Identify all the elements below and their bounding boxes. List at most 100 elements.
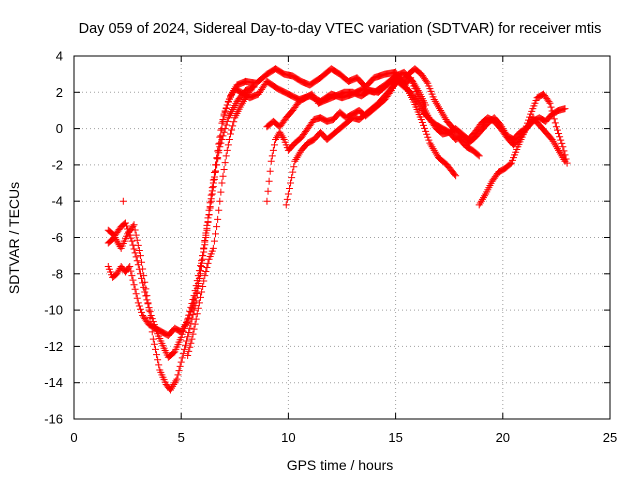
x-tick-label: 15 bbox=[388, 430, 402, 445]
data-point bbox=[436, 105, 444, 113]
y-tick-label: -6 bbox=[51, 230, 63, 245]
data-point bbox=[438, 108, 446, 116]
data-point bbox=[181, 321, 189, 329]
data-point bbox=[128, 237, 136, 245]
data-point bbox=[269, 146, 277, 154]
data-point bbox=[129, 222, 137, 230]
data-point bbox=[521, 125, 529, 133]
data-point bbox=[263, 197, 271, 205]
data-point bbox=[113, 237, 121, 245]
data-point bbox=[186, 311, 194, 319]
data-point bbox=[187, 308, 195, 316]
data-point bbox=[111, 234, 119, 241]
data-point bbox=[213, 223, 221, 231]
data-point bbox=[429, 145, 437, 153]
data-point bbox=[209, 179, 217, 187]
data-point bbox=[557, 150, 565, 158]
data-point bbox=[217, 188, 225, 196]
data-point bbox=[273, 134, 281, 142]
data-point bbox=[475, 201, 483, 209]
data-point bbox=[476, 199, 484, 207]
data-point bbox=[202, 234, 210, 241]
data-point bbox=[130, 221, 138, 229]
data-point bbox=[287, 179, 295, 187]
data-point bbox=[221, 159, 229, 167]
data-point bbox=[132, 290, 140, 298]
y-tick-label: 4 bbox=[56, 49, 63, 64]
y-tick-label: -4 bbox=[51, 194, 63, 209]
data-point bbox=[227, 130, 235, 138]
data-point bbox=[546, 99, 554, 107]
data-point bbox=[559, 143, 567, 151]
data-point bbox=[223, 146, 231, 154]
x-tick-label: 20 bbox=[496, 430, 510, 445]
data-point bbox=[452, 172, 460, 180]
data-point bbox=[119, 197, 127, 205]
data-point bbox=[121, 219, 129, 227]
data-point bbox=[191, 294, 199, 302]
data-point bbox=[201, 241, 209, 249]
data-point bbox=[293, 154, 301, 162]
data-point bbox=[282, 201, 290, 209]
x-tick-label: 0 bbox=[70, 430, 77, 445]
data-point bbox=[563, 159, 571, 167]
data-point bbox=[113, 270, 121, 278]
data-point bbox=[185, 314, 193, 322]
data-point bbox=[549, 137, 557, 145]
data-point bbox=[203, 263, 211, 271]
data-point bbox=[480, 194, 488, 202]
data-point bbox=[185, 328, 193, 336]
data-point bbox=[203, 226, 211, 234]
data-point bbox=[200, 248, 208, 256]
data-point bbox=[195, 275, 203, 283]
data-point bbox=[272, 135, 280, 143]
x-tick-label: 5 bbox=[178, 430, 185, 445]
data-point bbox=[422, 127, 430, 135]
data-point bbox=[135, 247, 143, 255]
data-point bbox=[220, 165, 228, 173]
data-point bbox=[214, 215, 222, 223]
data-point bbox=[184, 317, 192, 325]
data-point bbox=[189, 302, 197, 310]
data-point bbox=[146, 313, 154, 321]
data-point bbox=[547, 103, 555, 111]
data-point bbox=[437, 106, 445, 114]
x-axis-label: GPS time / hours bbox=[287, 457, 394, 473]
data-point bbox=[265, 177, 273, 185]
y-tick-label: -16 bbox=[44, 412, 63, 427]
data-point bbox=[268, 152, 276, 160]
y-tick-label: -14 bbox=[44, 375, 63, 390]
data-point bbox=[242, 94, 250, 102]
data-point bbox=[431, 148, 439, 156]
data-point bbox=[417, 105, 425, 113]
data-point bbox=[478, 195, 486, 203]
data-point bbox=[427, 141, 435, 149]
data-point bbox=[136, 252, 144, 260]
data-point bbox=[114, 239, 122, 247]
data-point bbox=[153, 351, 161, 359]
data-point bbox=[432, 150, 440, 158]
data-point bbox=[149, 335, 157, 343]
data-point bbox=[145, 306, 153, 314]
data-point bbox=[555, 129, 563, 137]
data-point bbox=[220, 128, 228, 136]
data-point bbox=[229, 122, 237, 130]
data-point bbox=[186, 343, 194, 351]
data-point bbox=[284, 190, 292, 198]
data-point bbox=[417, 116, 425, 124]
data-point bbox=[526, 113, 534, 121]
data-point bbox=[266, 167, 274, 175]
data-point bbox=[215, 149, 223, 157]
data-point bbox=[139, 265, 147, 273]
data-point bbox=[179, 350, 187, 358]
data-point bbox=[130, 281, 138, 289]
data-point bbox=[217, 139, 225, 147]
data-point bbox=[558, 152, 566, 160]
data-point bbox=[126, 263, 134, 271]
data-point bbox=[214, 155, 222, 163]
data-point bbox=[195, 299, 203, 307]
data-point bbox=[150, 340, 158, 348]
data-point bbox=[201, 272, 209, 280]
data-point bbox=[127, 234, 135, 242]
